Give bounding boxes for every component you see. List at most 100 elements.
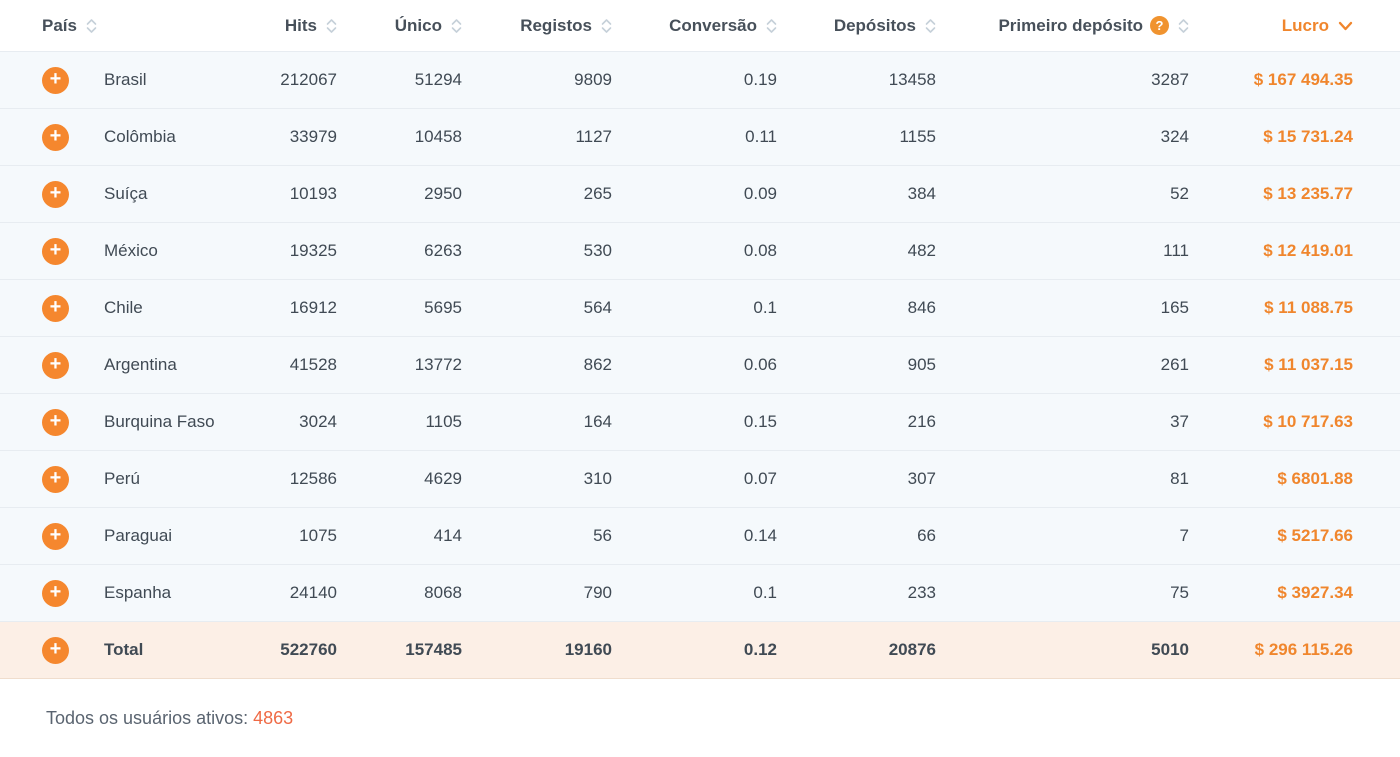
expand-row-button[interactable]: + xyxy=(42,237,69,265)
conversao-total: 0.12 xyxy=(743,640,777,659)
sort-icon[interactable] xyxy=(451,18,462,34)
expand-row-button[interactable]: + xyxy=(42,522,69,550)
hits-value: 212067 xyxy=(280,70,337,89)
conversao-value: 0.07 xyxy=(743,469,777,488)
expand-cell: + xyxy=(42,408,104,436)
sort-desc-icon[interactable] xyxy=(1338,21,1353,31)
lucro-value: $ 15 731.24 xyxy=(1263,127,1353,146)
depositos-value: 233 xyxy=(907,583,936,602)
depositos-value: 66 xyxy=(917,526,936,545)
unico-value: 2950 xyxy=(424,184,462,203)
depositos-value: 307 xyxy=(907,469,936,488)
registos-value: 265 xyxy=(583,184,612,203)
plus-icon: + xyxy=(49,68,62,90)
lucro-value: $ 11 037.15 xyxy=(1264,355,1353,374)
active-users-label: Todos os usuários ativos: xyxy=(46,708,249,728)
column-header-depositos[interactable]: Depósitos xyxy=(777,16,936,36)
country-name: Colômbia xyxy=(104,127,176,146)
unico-value: 8068 xyxy=(424,583,462,602)
primeiro-deposito-value: 75 xyxy=(1170,583,1189,602)
affiliate-stats-page: País Hits Único Registos xyxy=(0,0,1400,728)
expand-row-button[interactable]: + xyxy=(42,66,69,94)
hits-value: 3024 xyxy=(299,412,337,431)
table-header-row: País Hits Único Registos xyxy=(0,0,1400,52)
table-row: + Paraguai 1075 414 56 0.14 66 7 $ 5217.… xyxy=(0,508,1400,565)
hits-value: 24140 xyxy=(289,583,337,602)
expand-row-button[interactable]: + xyxy=(42,123,69,151)
conversao-value: 0.08 xyxy=(743,241,777,260)
column-header-unico[interactable]: Único xyxy=(337,16,462,36)
plus-icon: + xyxy=(49,296,62,318)
expand-row-button[interactable]: + xyxy=(42,465,69,493)
conversao-value: 0.06 xyxy=(743,355,777,374)
column-header-pais[interactable]: País xyxy=(42,16,212,36)
conversao-value: 0.19 xyxy=(743,70,777,89)
plus-icon: + xyxy=(49,410,62,432)
country-name: Brasil xyxy=(104,70,147,89)
depositos-value: 384 xyxy=(907,184,936,203)
country-name: México xyxy=(104,241,158,260)
plus-icon: + xyxy=(49,581,62,603)
lucro-value: $ 167 494.35 xyxy=(1253,70,1353,89)
sort-icon[interactable] xyxy=(1178,18,1189,34)
expand-cell: + xyxy=(42,351,104,379)
lucro-value: $ 3927.34 xyxy=(1277,583,1353,602)
table-row: + Argentina 41528 13772 862 0.06 905 261… xyxy=(0,337,1400,394)
plus-icon: + xyxy=(49,239,62,261)
country-name: Burquina Faso xyxy=(104,412,215,431)
column-header-primeiro-deposito[interactable]: Primeiro depósito ? xyxy=(936,16,1189,36)
column-header-lucro[interactable]: Lucro xyxy=(1189,16,1353,36)
registos-value: 9809 xyxy=(574,70,612,89)
primeiro-deposito-value: 81 xyxy=(1170,469,1189,488)
primeiro-deposito-value: 261 xyxy=(1160,355,1189,374)
primeiro-deposito-value: 37 xyxy=(1170,412,1189,431)
plus-icon: + xyxy=(49,125,62,147)
expand-cell: + xyxy=(42,579,104,607)
unico-value: 6263 xyxy=(424,241,462,260)
sort-icon[interactable] xyxy=(86,18,97,34)
lucro-value: $ 12 419.01 xyxy=(1263,241,1353,260)
conversao-value: 0.1 xyxy=(753,583,777,602)
expand-row-button[interactable]: + xyxy=(42,294,69,322)
hits-value: 10193 xyxy=(289,184,337,203)
hits-value: 19325 xyxy=(289,241,337,260)
expand-row-button[interactable]: + xyxy=(42,351,69,379)
unico-value: 5695 xyxy=(424,298,462,317)
column-header-label: Lucro xyxy=(1281,15,1329,35)
unico-total: 157485 xyxy=(405,640,462,659)
hits-value: 16912 xyxy=(289,298,337,317)
column-header-conversao[interactable]: Conversão xyxy=(612,16,777,36)
registos-total: 19160 xyxy=(564,640,612,659)
column-header-label: País xyxy=(42,15,77,35)
registos-value: 56 xyxy=(593,526,612,545)
table-row: + Perú 12586 4629 310 0.07 307 81 $ 6801… xyxy=(0,451,1400,508)
sort-icon[interactable] xyxy=(601,18,612,34)
hits-value: 33979 xyxy=(289,127,337,146)
table-row: + México 19325 6263 530 0.08 482 111 $ 1… xyxy=(0,223,1400,280)
primeiro-deposito-value: 52 xyxy=(1170,184,1189,203)
table-row: + Suíça 10193 2950 265 0.09 384 52 $ 13 … xyxy=(0,166,1400,223)
expand-cell: + xyxy=(42,636,104,664)
table-total-row: + Total 522760 157485 19160 0.12 20876 5… xyxy=(0,622,1400,679)
column-header-label: Primeiro depósito xyxy=(998,15,1143,35)
sort-icon[interactable] xyxy=(326,18,337,34)
country-name: Chile xyxy=(104,298,143,317)
sort-icon[interactable] xyxy=(925,18,936,34)
active-users-count-link[interactable]: 4863 xyxy=(253,708,294,728)
sort-icon[interactable] xyxy=(766,18,777,34)
column-header-registos[interactable]: Registos xyxy=(462,16,612,36)
expand-row-button[interactable]: + xyxy=(42,636,69,664)
expand-row-button[interactable]: + xyxy=(42,408,69,436)
table-row: + Burquina Faso 3024 1105 164 0.15 216 3… xyxy=(0,394,1400,451)
column-header-hits[interactable]: Hits xyxy=(212,16,337,36)
plus-icon: + xyxy=(49,467,62,489)
expand-row-button[interactable]: + xyxy=(42,180,69,208)
table-row: + Colômbia 33979 10458 1127 0.11 1155 32… xyxy=(0,109,1400,166)
plus-icon: + xyxy=(49,638,62,660)
hits-value: 41528 xyxy=(289,355,337,374)
depositos-value: 482 xyxy=(907,241,936,260)
primeiro-deposito-value: 3287 xyxy=(1151,70,1189,89)
help-icon[interactable]: ? xyxy=(1150,16,1169,35)
expand-row-button[interactable]: + xyxy=(42,579,69,607)
lucro-value: $ 13 235.77 xyxy=(1263,184,1353,203)
